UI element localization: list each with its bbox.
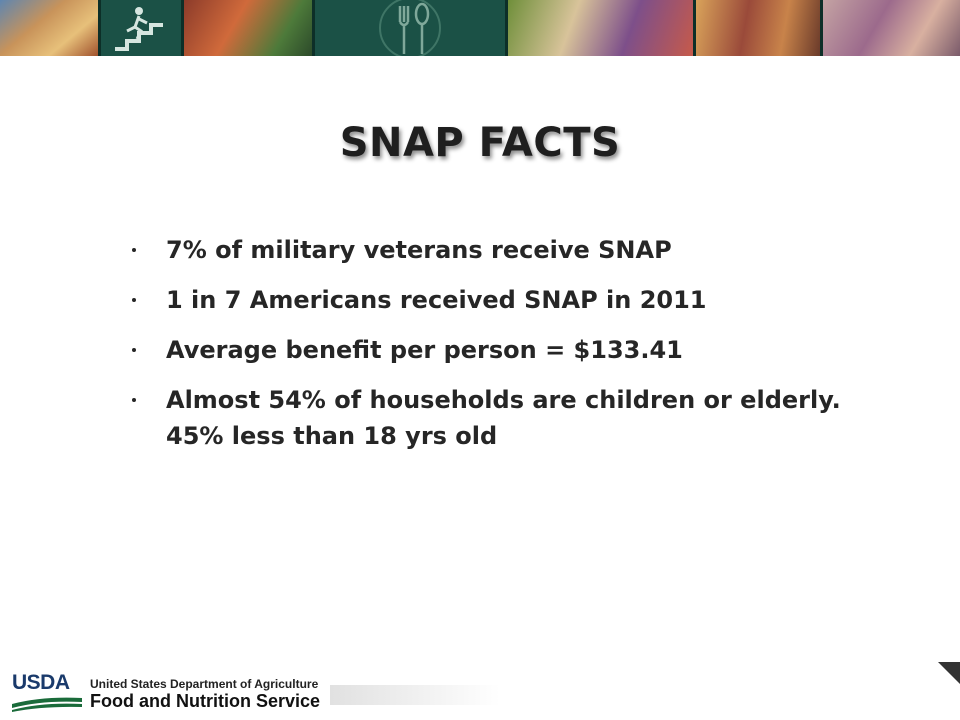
usda-logo-swoosh-icon: [12, 697, 82, 712]
header-photo-banner: [0, 0, 960, 56]
bullet-dot-icon: [132, 398, 136, 402]
banner-photo-computer: [823, 0, 960, 56]
banner-divider: [181, 0, 184, 56]
bullet-text: 1 in 7 Americans received SNAP in 2011: [166, 286, 707, 314]
person-climbing-stairs-icon: [101, 0, 181, 56]
banner-divider: [820, 0, 823, 56]
bullet-list: 7% of military veterans receive SNAP 1 i…: [130, 232, 850, 468]
agency-name: Food and Nutrition Service: [90, 691, 321, 711]
bullet-text: Average benefit per person = $133.41: [166, 336, 683, 364]
banner-photo-family-table: [508, 0, 693, 56]
bullet-item: Almost 54% of households are children or…: [130, 382, 850, 454]
banner-divider: [693, 0, 696, 56]
banner-photo-children: [184, 0, 312, 56]
bullet-dot-icon: [132, 348, 136, 352]
bullet-item: 7% of military veterans receive SNAP: [130, 232, 850, 268]
banner-photo-school-lunch: [696, 0, 820, 56]
corner-triangle-icon: [938, 662, 960, 684]
banner-divider: [98, 0, 101, 56]
fork-and-spoon-icon: [315, 0, 505, 56]
usda-logo-text: USDA: [12, 671, 70, 694]
footer: USDA United States Department of Agricul…: [0, 660, 960, 720]
slide-title: SNAP FACTS: [339, 120, 621, 166]
bullet-dot-icon: [132, 248, 136, 252]
bullet-text: Almost 54% of households are children or…: [166, 386, 841, 450]
bullet-item: 1 in 7 Americans received SNAP in 2011: [130, 282, 850, 318]
bullet-text: 7% of military veterans receive SNAP: [166, 236, 672, 264]
bullet-item: Average benefit per person = $133.41: [130, 332, 850, 368]
footer-fade-bar: [330, 685, 500, 705]
banner-divider: [312, 0, 315, 56]
bullet-dot-icon: [132, 298, 136, 302]
usda-logo: USDA: [12, 672, 82, 712]
department-name: United States Department of Agriculture: [90, 677, 319, 691]
banner-photo-basketball: [0, 0, 98, 56]
banner-divider: [505, 0, 508, 56]
